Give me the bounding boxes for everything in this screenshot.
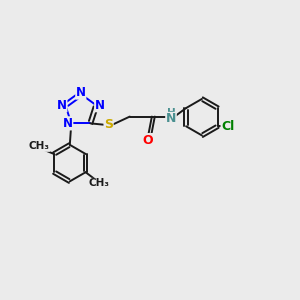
Text: H: H [167, 108, 176, 118]
Text: CH₃: CH₃ [88, 178, 110, 188]
Text: N: N [63, 117, 73, 130]
Text: N: N [57, 99, 67, 112]
Text: N: N [166, 112, 176, 125]
Text: O: O [143, 134, 153, 147]
Text: S: S [104, 118, 113, 131]
Text: N: N [76, 86, 86, 99]
Text: N: N [95, 99, 105, 112]
Text: Cl: Cl [221, 120, 234, 133]
Text: CH₃: CH₃ [29, 141, 50, 151]
